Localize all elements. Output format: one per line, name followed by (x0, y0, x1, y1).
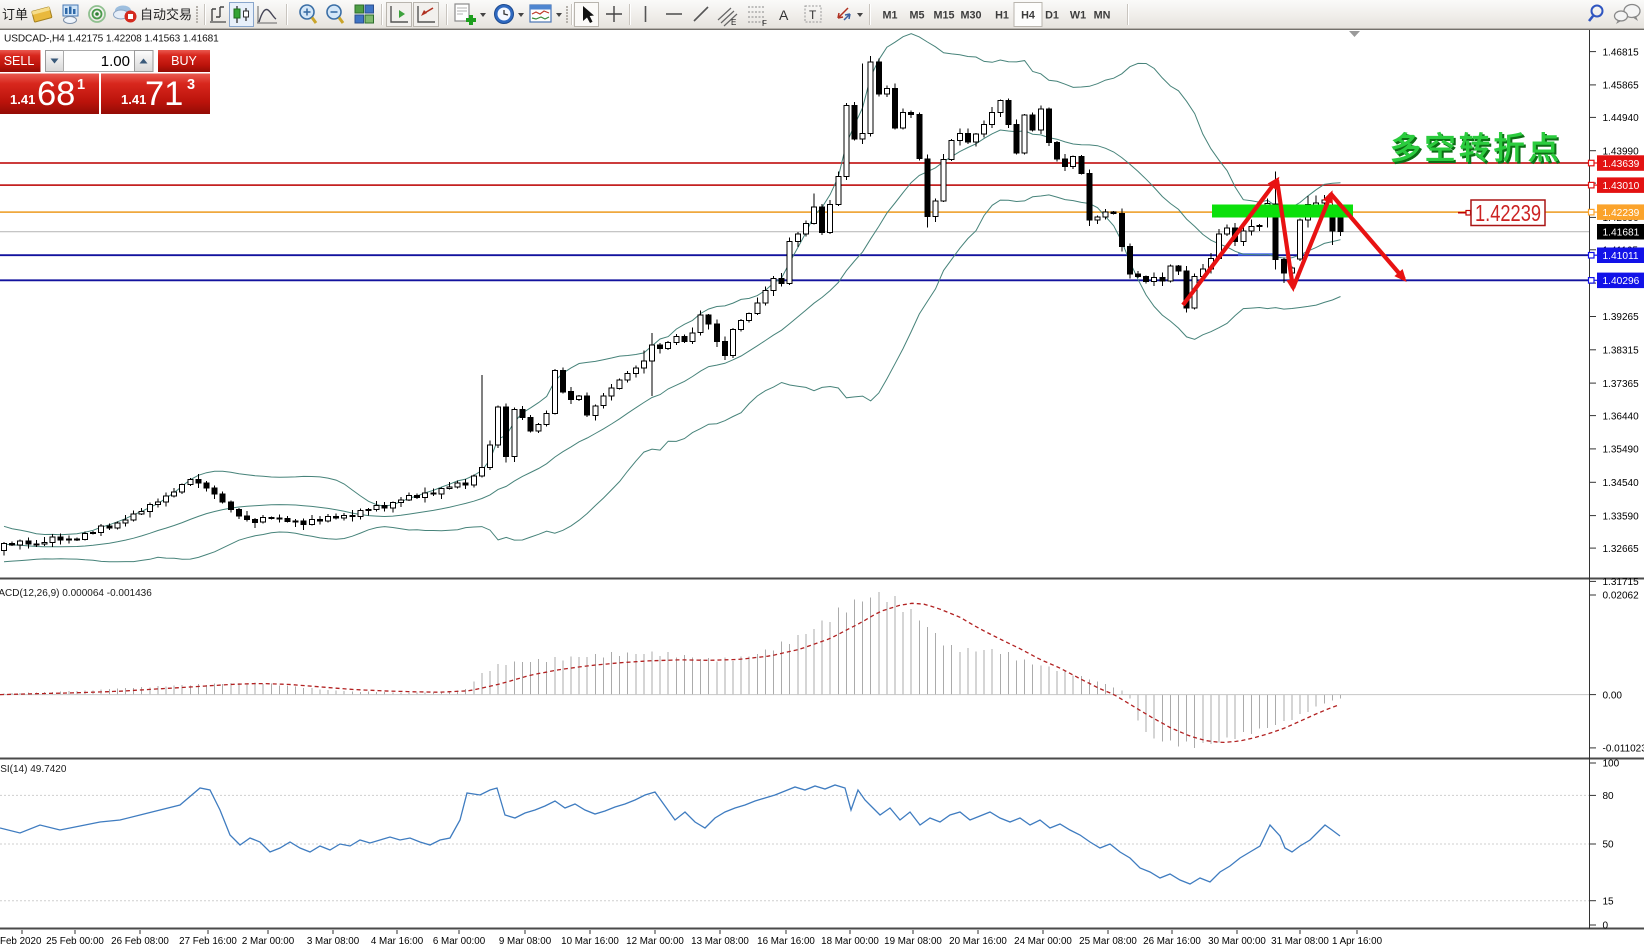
svg-text:18 Mar 00:00: 18 Mar 00:00 (821, 936, 879, 947)
svg-text:25 Mar 08:00: 25 Mar 08:00 (1079, 936, 1137, 947)
svg-text:1.42239: 1.42239 (1603, 208, 1640, 219)
svg-text:1.43990: 1.43990 (1603, 146, 1640, 157)
svg-text:1.42239: 1.42239 (1475, 200, 1541, 226)
svg-text:M15: M15 (933, 10, 954, 22)
svg-text:26 Feb 08:00: 26 Feb 08:00 (111, 936, 169, 947)
svg-text:80: 80 (1603, 791, 1615, 802)
svg-text:25 Feb 00:00: 25 Feb 00:00 (46, 936, 104, 947)
svg-text:多空转折点: 多空转折点 (1390, 131, 1563, 166)
svg-text:31 Mar 08:00: 31 Mar 08:00 (1271, 936, 1329, 947)
svg-text:1.33590: 1.33590 (1603, 511, 1640, 522)
svg-text:1.44940: 1.44940 (1603, 113, 1640, 124)
svg-text:1.34540: 1.34540 (1603, 478, 1640, 489)
svg-text:1.43639: 1.43639 (1603, 159, 1640, 170)
svg-text:0: 0 (1603, 921, 1609, 932)
svg-text:SELL: SELL (4, 54, 35, 68)
svg-text:-0.011023: -0.011023 (1603, 744, 1644, 755)
svg-text:MN: MN (1094, 10, 1111, 22)
svg-text:T: T (809, 8, 817, 22)
svg-text:1.00: 1.00 (101, 53, 130, 70)
svg-text:1.46815: 1.46815 (1603, 47, 1640, 58)
svg-text:6 Mar 00:00: 6 Mar 00:00 (433, 936, 486, 947)
svg-text:71: 71 (145, 75, 183, 113)
svg-text:自动交易: 自动交易 (140, 7, 192, 22)
svg-text:H1: H1 (995, 10, 1009, 22)
svg-text:16 Mar 16:00: 16 Mar 16:00 (757, 936, 815, 947)
svg-text:20 Mar 16:00: 20 Mar 16:00 (949, 936, 1007, 947)
svg-text:2 Mar 00:00: 2 Mar 00:00 (242, 936, 295, 947)
svg-text:1.31715: 1.31715 (1603, 577, 1640, 588)
svg-text:1.43010: 1.43010 (1603, 181, 1640, 192)
svg-text:3: 3 (187, 77, 195, 93)
svg-text:1: 1 (77, 77, 85, 93)
svg-text:13 Mar 08:00: 13 Mar 08:00 (691, 936, 749, 947)
svg-text:多空转折点: 多空转折点 (1392, 133, 1565, 168)
svg-text:Feb 2020: Feb 2020 (0, 936, 42, 947)
svg-text:D1: D1 (1045, 10, 1059, 22)
svg-text:1.37365: 1.37365 (1603, 379, 1640, 390)
svg-text:W1: W1 (1070, 10, 1086, 22)
svg-text:M30: M30 (960, 10, 981, 22)
svg-text:10 Mar 16:00: 10 Mar 16:00 (561, 936, 619, 947)
svg-text:24 Mar 00:00: 24 Mar 00:00 (1014, 936, 1072, 947)
svg-text:1.40296: 1.40296 (1603, 276, 1640, 287)
svg-text:M1: M1 (883, 10, 898, 22)
svg-text:4 Mar 16:00: 4 Mar 16:00 (371, 936, 424, 947)
svg-text:1.45865: 1.45865 (1603, 81, 1640, 92)
svg-text:3 Mar 08:00: 3 Mar 08:00 (307, 936, 360, 947)
svg-text:1.41: 1.41 (121, 92, 146, 107)
svg-text:1.41681: 1.41681 (1603, 228, 1640, 239)
svg-text:1 Apr 16:00: 1 Apr 16:00 (1332, 936, 1383, 947)
svg-text:27 Feb 16:00: 27 Feb 16:00 (179, 936, 237, 947)
svg-text:12 Mar 00:00: 12 Mar 00:00 (626, 936, 684, 947)
svg-text:15: 15 (1603, 896, 1615, 907)
svg-text:30 Mar 00:00: 30 Mar 00:00 (1208, 936, 1266, 947)
svg-text:F: F (762, 19, 767, 28)
svg-text:1.35490: 1.35490 (1603, 445, 1640, 456)
svg-text:M5: M5 (910, 10, 925, 22)
svg-text:1.38315: 1.38315 (1603, 346, 1640, 357)
svg-text:E: E (731, 18, 736, 27)
svg-text:1.36440: 1.36440 (1603, 411, 1640, 422)
svg-text:1.41011: 1.41011 (1603, 251, 1639, 262)
svg-text:100: 100 (1603, 759, 1620, 770)
svg-text:H4: H4 (1021, 10, 1035, 22)
svg-text:1.32665: 1.32665 (1603, 544, 1640, 555)
svg-text:50: 50 (1603, 840, 1615, 851)
svg-text:BUY: BUY (171, 54, 197, 68)
svg-text:1.39265: 1.39265 (1603, 312, 1640, 323)
svg-text:RSI(14) 49.7420: RSI(14) 49.7420 (0, 764, 67, 775)
svg-text:0.00: 0.00 (1603, 690, 1623, 701)
svg-text:A: A (779, 7, 789, 23)
svg-text:1.41: 1.41 (10, 92, 35, 107)
svg-text:订单: 订单 (2, 7, 28, 22)
svg-text:USDCAD-,H4 1.42175 1.42208 1.: USDCAD-,H4 1.42175 1.42208 1.41563 1.416… (4, 34, 219, 45)
svg-text:68: 68 (37, 75, 75, 113)
svg-text:19 Mar 08:00: 19 Mar 08:00 (884, 936, 942, 947)
svg-text:0.02062: 0.02062 (1603, 591, 1640, 602)
svg-text:26 Mar 16:00: 26 Mar 16:00 (1143, 936, 1201, 947)
svg-text:MACD(12,26,9) 0.000064 -0.0014: MACD(12,26,9) 0.000064 -0.001436 (0, 588, 152, 599)
svg-text:9 Mar 08:00: 9 Mar 08:00 (499, 936, 552, 947)
